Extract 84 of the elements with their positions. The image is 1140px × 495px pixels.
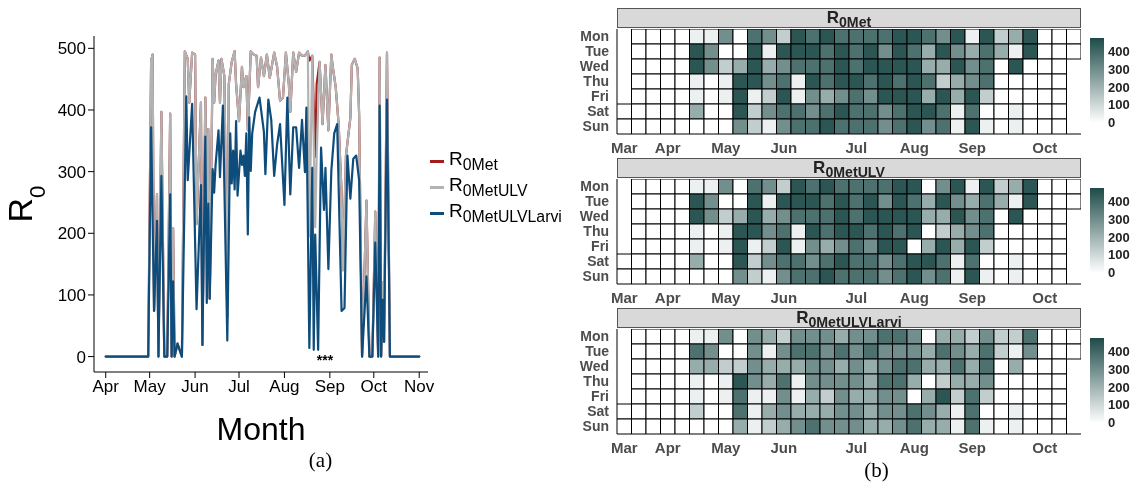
x-tick-label: Oct (1032, 138, 1058, 156)
y-tick-label: 400 (57, 101, 86, 121)
chart-title: R$_{0MetULVLarvi}$ (617, 308, 1081, 331)
color-bar-label: 400 (1108, 194, 1130, 210)
color-bar-label: 0 (1108, 415, 1116, 430)
y-tick-label: Sat (587, 103, 610, 120)
color-bar-label: 400 (1108, 44, 1130, 60)
y-tick-label: 200 (57, 224, 86, 244)
legend-label: R$_{0MetULVLarvi}$ (449, 200, 562, 226)
color-bar-label: 400 (1108, 344, 1130, 360)
x-tick-label: Apr (92, 377, 120, 397)
color-bar-label: 100 (1108, 247, 1130, 263)
x-tick-label: Aug (899, 438, 929, 456)
color-bar-label: 300 (1108, 361, 1130, 377)
x-tick-label: Aug (269, 377, 300, 397)
x-tick-label: Sep (958, 438, 987, 456)
x-tick-label: Sep (958, 138, 987, 156)
color-bar-label: 0 (1108, 115, 1116, 130)
x-tick-label: Jul (845, 138, 868, 156)
x-tick-label: Aug (899, 288, 929, 306)
color-bar-label: 200 (1108, 229, 1130, 245)
y-tick-label: Wed (579, 58, 609, 75)
x-tick-label: May (711, 138, 741, 156)
y-tick-label: Thu (583, 223, 609, 240)
y-tick-label: Sun (582, 118, 609, 135)
y-tick-label: Sat (587, 253, 610, 270)
x-tick-label: Jun (770, 288, 798, 306)
x-tick-label: Nov (404, 377, 435, 397)
text: (a) (307, 448, 334, 473)
annotation: *** (315, 352, 335, 368)
x-tick-label: Apr (654, 438, 681, 456)
x-tick-label: Aug (899, 138, 929, 156)
x-tick-label: Mar (610, 288, 638, 306)
x-tick-label: Jun (181, 377, 209, 397)
y-tick-label: Wed (579, 358, 609, 375)
y-tick-label: Thu (583, 373, 609, 390)
text: (b) (863, 458, 890, 483)
y-tick-label: Mon (580, 28, 609, 45)
y-tick-label: Fri (591, 88, 609, 105)
x-tick-label: Oct (1032, 288, 1058, 306)
y-tick-label: Mon (580, 328, 609, 345)
chart-title: R$_{0Met}$ (617, 8, 1081, 31)
x-tick-label: Jun (770, 138, 798, 156)
y-tick-label: Tue (585, 193, 610, 210)
y-tick-label: Thu (583, 73, 609, 90)
y-tick-label: Tue (585, 343, 610, 360)
color-bar-label: 100 (1108, 397, 1130, 413)
y-tick-label: Sat (587, 403, 610, 420)
chart-title: R$_{0MetULV}$ (617, 158, 1081, 181)
x-tick-label: Mar (610, 138, 638, 156)
color-bar-label: 200 (1108, 79, 1130, 95)
color-bar-label: 0 (1108, 265, 1116, 280)
x-tick-label: Apr (654, 138, 681, 156)
y-tick-label: Sun (582, 268, 609, 285)
y-tick-label: Fri (591, 238, 609, 255)
x-tick-label: Oct (1032, 438, 1058, 456)
legend-label: R$_{0MetULV}$ (449, 174, 528, 200)
y-tick-label: 500 (57, 39, 86, 59)
color-bar-label: 300 (1108, 211, 1130, 227)
x-tick-label: Jun (770, 438, 798, 456)
x-tick-label: Sep (958, 288, 987, 306)
y-tick-label: 100 (57, 285, 86, 305)
color-bar-label: 200 (1108, 379, 1130, 395)
y-tick-label: Wed (579, 208, 609, 225)
y-tick-label: Mon (580, 178, 609, 195)
y-tick-label: Sun (582, 418, 609, 435)
x-tick-label: Jul (228, 377, 250, 397)
color-bar-label: 300 (1108, 61, 1130, 77)
x-tick-label: May (711, 288, 741, 306)
y-tick-label: Tue (585, 43, 610, 60)
x-tick-label: Jul (845, 438, 868, 456)
x-tick-label: Mar (610, 438, 638, 456)
x-axis-title: Month (216, 411, 306, 447)
x-tick-label: Jul (845, 288, 868, 306)
y-tick-label: 300 (57, 162, 86, 182)
x-tick-label: May (711, 438, 741, 456)
y-tick-label: Fri (591, 388, 609, 405)
legend-label: R$_{0Met}$ (449, 148, 498, 174)
x-tick-label: Apr (654, 288, 681, 306)
y-tick-label: 0 (76, 347, 86, 367)
x-tick-label: Sep (314, 377, 345, 397)
x-tick-label: May (133, 377, 167, 397)
x-tick-label: Oct (360, 377, 388, 397)
color-bar-label: 100 (1108, 97, 1130, 113)
